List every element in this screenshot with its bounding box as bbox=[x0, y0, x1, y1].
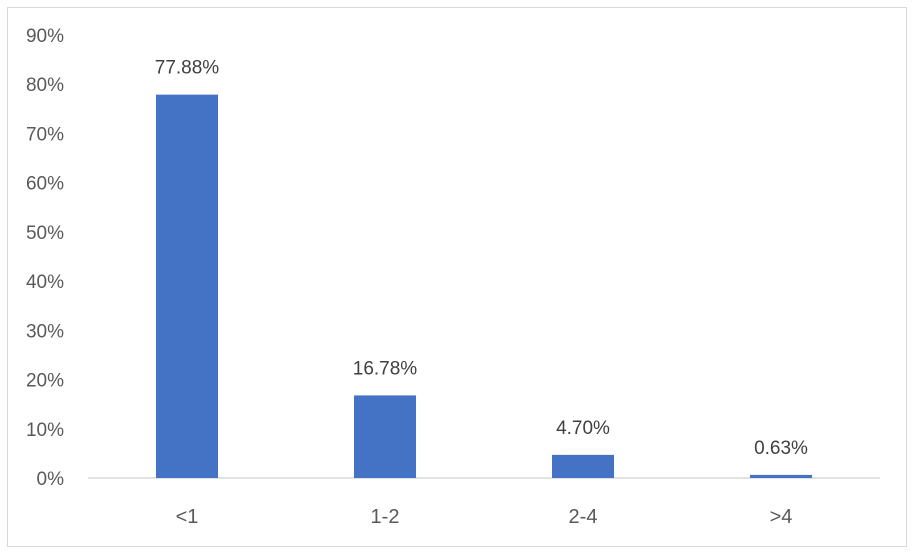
bars bbox=[156, 94, 812, 478]
y-tick-label: 50% bbox=[26, 223, 64, 244]
y-tick-label: 30% bbox=[26, 321, 64, 342]
data-label: 77.88% bbox=[155, 58, 220, 79]
data-labels: 77.88% 16.78% 4.70% 0.63% bbox=[155, 58, 808, 459]
bar bbox=[750, 474, 812, 478]
bar bbox=[156, 94, 218, 478]
x-axis-categories: <1 1-2 2-4 >4 bbox=[176, 506, 793, 528]
x-category-label: >4 bbox=[770, 506, 793, 528]
x-category-label: 1-2 bbox=[371, 506, 400, 528]
y-tick-label: 20% bbox=[26, 371, 64, 392]
y-tick-label: 70% bbox=[26, 124, 64, 145]
y-tick-label: 80% bbox=[26, 75, 64, 96]
y-tick-label: 40% bbox=[26, 272, 64, 293]
y-tick-label: 60% bbox=[26, 174, 64, 195]
y-tick-label: 10% bbox=[26, 420, 64, 441]
y-tick-label: 90% bbox=[26, 26, 64, 47]
bar bbox=[354, 395, 416, 478]
x-category-label: <1 bbox=[176, 506, 199, 528]
data-label: 16.78% bbox=[353, 358, 418, 379]
y-axis-ticks: 0% 10% 20% 30% 40% 50% 60% 70% 80% 90% bbox=[26, 26, 64, 490]
x-category-label: 2-4 bbox=[569, 506, 598, 528]
data-label: 4.70% bbox=[556, 418, 610, 439]
bar bbox=[552, 454, 614, 478]
data-label: 0.63% bbox=[754, 438, 808, 459]
y-tick-label: 0% bbox=[37, 469, 65, 490]
